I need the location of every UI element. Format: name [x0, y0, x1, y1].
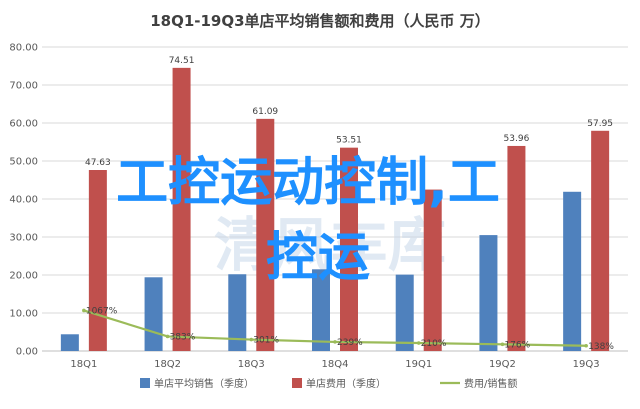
bar-data-label: 57.95: [587, 119, 613, 129]
bar: [144, 277, 163, 351]
label-layer: 47.63 74.51 61.09 53.51 53.96 57.95 1067% 383% 3…: [85, 56, 614, 352]
bar: [423, 189, 442, 351]
x-tick-label: 18Q3: [238, 359, 265, 370]
axis-layer: 0.00 10.00 20.00 30.00 40.00 50.00 60.00 70.00 8…: [9, 43, 628, 370]
y-tick-label: 0.00: [16, 347, 38, 358]
legend-swatch: [292, 378, 302, 388]
x-tick-label: 19Q2: [489, 359, 516, 370]
ratio-point: [584, 343, 588, 348]
ratio-data-label: 176%: [504, 340, 530, 350]
bar: [591, 130, 610, 351]
bar: [256, 118, 275, 351]
ratio-point: [249, 337, 254, 342]
ratio-data-label: 1067%: [86, 306, 118, 316]
y-tick-label: 80.00: [9, 43, 38, 54]
x-tick-label: 18Q2: [154, 359, 181, 370]
line-layer: [82, 308, 588, 348]
x-tick-label: 18Q1: [70, 359, 97, 370]
overlay-text-line1: 工控运动控制,工: [116, 153, 500, 213]
x-tick-label: 19Q1: [405, 359, 432, 370]
legend-swatch: [140, 378, 150, 388]
legend-label: 费用/销售额: [464, 377, 517, 390]
ratio-point: [500, 342, 505, 347]
bar: [507, 145, 526, 351]
bar-data-label: 74.51: [169, 56, 195, 66]
legend-label: 单店费用（季度）: [306, 377, 386, 390]
ratio-data-label: 383%: [170, 332, 196, 342]
y-tick-label: 10.00: [9, 309, 38, 320]
y-tick-label: 40.00: [9, 195, 38, 206]
ratio-data-label: 138%: [588, 342, 614, 352]
x-tick-label: 18Q4: [322, 359, 349, 370]
bar-data-label: 47.63: [85, 158, 111, 168]
ratio-point: [416, 341, 421, 345]
chart-title: 18Q1-19Q3单店平均销售额和费用（人民币 万）: [150, 12, 490, 30]
y-tick-label: 30.00: [9, 233, 38, 244]
bar: [340, 147, 358, 351]
ratio-data-label: 210%: [421, 339, 447, 349]
y-tick-label: 50.00: [9, 157, 38, 168]
y-tick-label: 20.00: [9, 271, 38, 282]
y-tick-label: 60.00: [9, 119, 38, 130]
bar-data-label: 53.96: [504, 134, 530, 144]
bar: [172, 67, 191, 351]
watermark: 清风车库: [214, 211, 446, 279]
ratio-data-label: 301%: [253, 336, 279, 346]
bar: [312, 269, 330, 351]
ratio-data-label: 239%: [337, 338, 363, 348]
bar: [563, 191, 582, 351]
ratio-point: [82, 308, 86, 313]
bar: [88, 170, 107, 351]
bar: [479, 235, 498, 351]
overlay-text-line2: 控运: [266, 228, 370, 288]
bar: [228, 274, 247, 351]
bar-data-label: 53.51: [336, 136, 362, 146]
bar: [395, 274, 414, 351]
bar: [60, 334, 79, 351]
bar-data-label: 61.09: [252, 107, 278, 117]
y-tick-label: 70.00: [9, 81, 38, 92]
x-tick-label: 19Q3: [573, 359, 600, 370]
legend: 单店平均销售（季度） 单店费用（季度） 费用/销售额: [140, 377, 517, 390]
ratio-point: [165, 334, 170, 339]
legend-label: 单店平均销售（季度）: [154, 377, 254, 390]
ratio-point: [333, 340, 337, 344]
